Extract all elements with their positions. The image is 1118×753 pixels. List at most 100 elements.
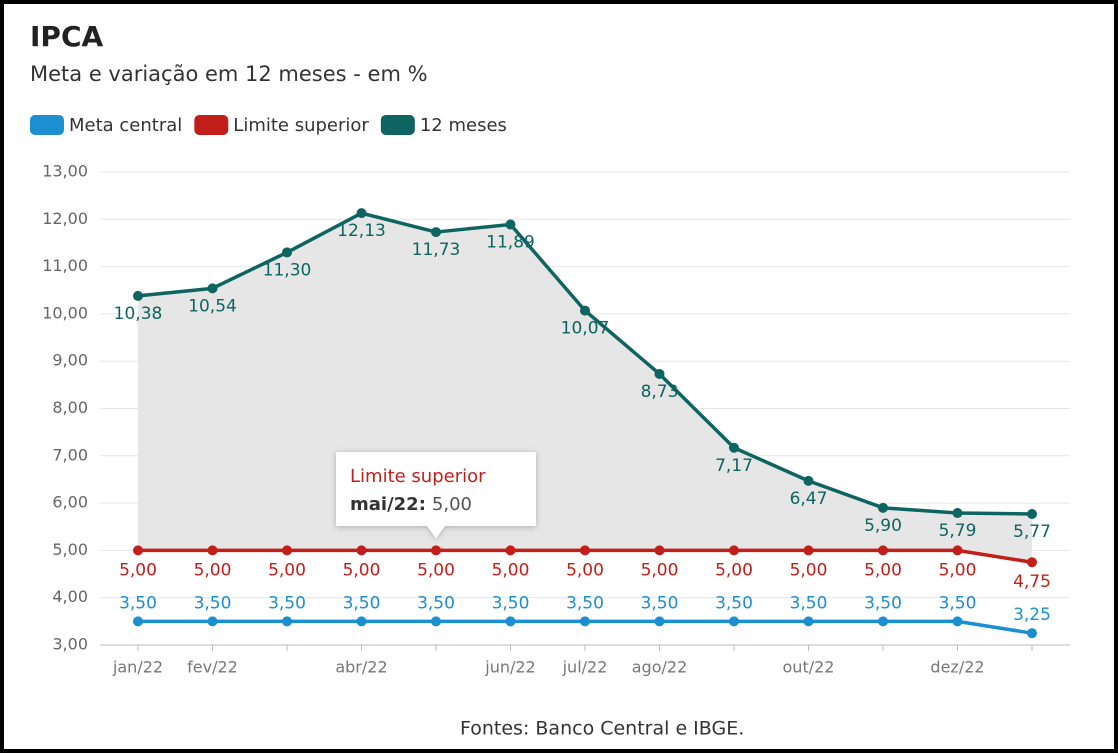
data-label: 5,00: [715, 560, 753, 580]
data-label: 10,54: [188, 296, 237, 316]
marker: [431, 616, 441, 627]
marker: [580, 545, 590, 556]
marker: [952, 508, 963, 519]
marker: [803, 545, 814, 556]
legend-swatch: [380, 115, 415, 135]
data-label: 11,89: [486, 233, 535, 253]
y-tick-label: 7,00: [52, 445, 88, 464]
y-tick-label: 12,00: [42, 209, 88, 228]
marker: [952, 545, 963, 556]
data-label: 5,00: [566, 560, 604, 580]
x-tick-label: jul/22: [562, 658, 608, 677]
data-label: 11,30: [263, 260, 312, 280]
data-label: 3,50: [194, 593, 232, 613]
marker: [505, 219, 516, 230]
data-label: 11,73: [412, 240, 461, 260]
marker: [282, 247, 292, 258]
data-label: 4,75: [1013, 572, 1051, 592]
data-label: 3,50: [343, 593, 381, 613]
marker: [729, 545, 739, 556]
marker: [431, 227, 441, 238]
marker: [580, 616, 590, 627]
data-label: 5,00: [790, 560, 828, 580]
marker: [878, 502, 888, 513]
data-label: 3,25: [1013, 605, 1051, 625]
data-label: 5,00: [268, 560, 306, 580]
y-tick-label: 5,00: [52, 540, 88, 559]
y-tick-label: 6,00: [52, 493, 88, 512]
marker: [431, 545, 441, 556]
data-label: 3,50: [864, 593, 902, 613]
tooltip-box: [336, 452, 536, 539]
y-tick-label: 9,00: [52, 351, 88, 370]
y-tick-label: 11,00: [42, 256, 88, 275]
data-label: 3,50: [715, 593, 753, 613]
chart-subtitle: Meta e variação em 12 meses - em %: [30, 62, 428, 86]
marker: [952, 616, 963, 627]
data-label: 10,07: [561, 319, 610, 339]
data-label: 5,00: [492, 560, 530, 580]
marker: [505, 545, 516, 556]
y-tick-label: 13,00: [42, 162, 88, 181]
tooltip-text: mai/22: 5,00: [350, 494, 472, 515]
data-label: 3,50: [790, 593, 828, 613]
data-label: 5,00: [939, 560, 977, 580]
marker: [1027, 628, 1037, 639]
marker: [803, 475, 814, 486]
data-label: 3,50: [939, 593, 977, 613]
data-label: 5,00: [864, 560, 902, 580]
data-label: 5,90: [864, 516, 902, 536]
data-label: 3,50: [641, 593, 679, 613]
x-tick-label: abr/22: [335, 658, 387, 677]
data-label: 5,00: [417, 560, 455, 580]
x-tick-label: jan/22: [112, 658, 163, 677]
marker: [580, 305, 590, 316]
marker: [207, 616, 218, 627]
data-label: 3,50: [566, 593, 604, 613]
tooltip-value: 5,00: [432, 494, 472, 515]
marker: [207, 545, 218, 556]
chart-title: IPCA: [30, 20, 103, 53]
data-label: 3,50: [417, 593, 455, 613]
marker: [654, 545, 665, 556]
marker: [654, 616, 665, 627]
marker: [282, 545, 292, 556]
data-label: 7,17: [715, 456, 753, 476]
data-label: 5,00: [194, 560, 232, 580]
data-label: 3,50: [119, 593, 157, 613]
x-tick-label: dez/22: [930, 658, 984, 677]
data-label: 8,73: [641, 382, 679, 402]
marker: [878, 545, 888, 556]
marker: [282, 616, 292, 627]
marker: [356, 545, 367, 556]
data-label: 5,00: [119, 560, 157, 580]
y-tick-label: 4,00: [52, 587, 88, 606]
x-tick-label: fev/22: [187, 658, 238, 677]
marker: [729, 442, 739, 453]
marker: [729, 616, 739, 627]
legend-swatch: [194, 115, 229, 135]
data-label: 6,47: [790, 489, 828, 509]
marker: [803, 616, 814, 627]
marker: [207, 283, 218, 294]
y-tick-label: 10,00: [42, 303, 88, 322]
marker: [133, 616, 143, 627]
data-label: 3,50: [268, 593, 306, 613]
x-tick-label: jun/22: [484, 658, 535, 677]
marker: [133, 545, 143, 556]
marker: [356, 208, 367, 219]
marker: [505, 616, 516, 627]
legend-label: Meta central: [69, 115, 182, 136]
marker: [654, 368, 665, 379]
data-label: 10,38: [114, 304, 163, 324]
marker: [356, 616, 367, 627]
marker: [878, 616, 888, 627]
y-tick-label: 8,00: [52, 398, 88, 417]
tooltip-category: mai/22:: [350, 494, 426, 515]
marker: [1027, 508, 1037, 519]
marker: [133, 290, 143, 301]
data-label: 5,77: [1013, 522, 1051, 542]
marker: [1027, 557, 1037, 568]
source: Fontes: Banco Central e IBGE.: [460, 718, 744, 740]
